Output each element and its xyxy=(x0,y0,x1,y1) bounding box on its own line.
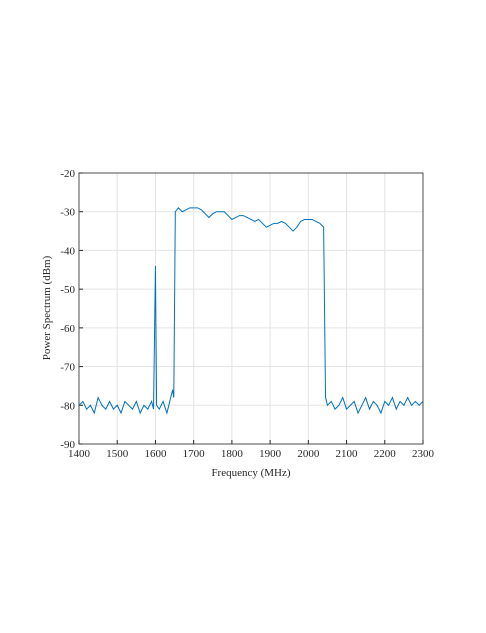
x-axis-label: Frequency (MHz) xyxy=(211,467,290,479)
y-tick-label: -30 xyxy=(60,207,75,219)
x-tick-label: 1600 xyxy=(144,448,167,460)
data-line xyxy=(78,207,424,415)
x-tick-label: 2300 xyxy=(412,448,435,460)
y-tick-label: -50 xyxy=(60,284,75,296)
x-tick-label: 2200 xyxy=(374,448,397,460)
plot-frame xyxy=(78,172,424,445)
x-tick-label: 1500 xyxy=(106,448,129,460)
x-tick-label: 1900 xyxy=(259,448,282,460)
y-tick-label: -70 xyxy=(60,362,75,374)
y-axis-label: Power Spectrum (dBm) xyxy=(41,255,53,360)
x-tick-label: 2100 xyxy=(336,448,359,460)
x-tick-label: 1700 xyxy=(183,448,206,460)
y-tick-label: -90 xyxy=(60,439,75,451)
x-tick-label: 2000 xyxy=(297,448,320,460)
y-tick-label: -80 xyxy=(60,400,75,412)
x-tick-label: 1400 xyxy=(68,448,91,460)
y-tick-label: -40 xyxy=(60,245,75,257)
y-tick-label: -60 xyxy=(60,323,75,335)
y-tick-label: -20 xyxy=(60,168,75,180)
x-tick-label: 1800 xyxy=(221,448,244,460)
